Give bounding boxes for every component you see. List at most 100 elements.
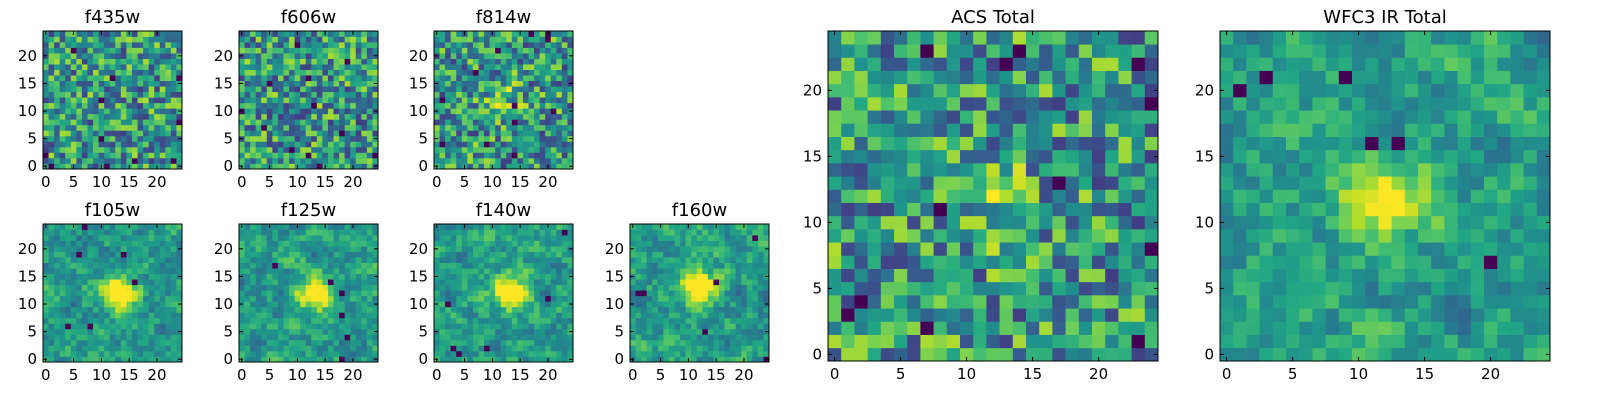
heatmap-cell [131,80,138,87]
heatmap-cell [366,257,373,263]
heatmap-cell [534,108,540,115]
x-tick-label: 20 [734,366,753,384]
heatmap-cell [946,202,961,217]
heatmap-cell [702,339,709,346]
heatmap-cell [1092,255,1106,269]
heatmap-cell [93,290,99,297]
heatmap-cell [311,240,318,247]
heatmap-cell [361,334,368,341]
heatmap-cell [517,262,524,269]
heatmap-cell [691,257,698,263]
heatmap-cell [495,47,502,54]
heatmap-cell [159,306,166,313]
heatmap-cell [143,295,149,302]
heatmap-cell [143,279,149,286]
heatmap-cell [1065,308,1080,322]
heatmap-cell [561,108,568,115]
heatmap-cell [567,31,574,37]
heatmap-cell [244,306,251,313]
heatmap-cell [76,306,83,313]
x-tick-label: 10 [483,366,502,384]
heatmap-cell [445,42,452,48]
heatmap-cell [467,152,474,159]
heatmap-cell [104,119,111,126]
heatmap-cell [439,58,446,65]
heatmap-cell [143,135,149,142]
heatmap-cell [450,328,457,335]
heatmap-cell [250,69,257,76]
heatmap-cell [691,279,698,286]
heatmap-cell [277,251,284,258]
heatmap-cell [148,36,155,43]
heatmap-cell [137,36,144,43]
heatmap-cell [545,91,552,98]
heatmap-cell [522,130,529,137]
heatmap-cell [126,339,133,346]
heatmap-cell [244,80,251,87]
heatmap-cell [109,312,116,319]
heatmap-cell [867,308,882,322]
heatmap-cell [81,345,88,352]
heatmap-cell [70,328,77,335]
heatmap-cell [316,306,323,313]
heatmap-cell [674,229,681,236]
heatmap-cell [81,141,88,148]
heatmap-cell [1026,308,1040,322]
heatmap-cell [322,246,329,252]
heatmap-cell [741,345,748,352]
heatmap-cell [87,69,94,76]
heatmap-cell [154,86,161,93]
heatmap-cell [652,317,659,324]
heatmap-cell [277,80,284,87]
heatmap-cell [70,306,77,313]
heatmap-cell [907,268,921,283]
heatmap-cell [467,356,474,363]
heatmap-cell [244,317,251,324]
heatmap-cell [986,295,1000,309]
heatmap-cell [484,42,490,48]
heatmap-cell [316,279,323,286]
heatmap-cell [266,345,273,352]
heatmap-cell [311,157,318,164]
heatmap-cell [461,119,468,126]
heatmap-cell [165,152,172,159]
heatmap-cell [65,290,72,297]
heatmap-cell [434,113,440,120]
heatmap-cell [283,135,290,142]
heatmap-cell [316,80,323,87]
heatmap-cell [461,312,468,319]
heatmap-cell [680,356,686,363]
heatmap-cell [445,75,452,82]
heatmap-cell [707,279,714,286]
heatmap-cell [43,334,49,341]
heatmap-cell [244,113,251,120]
heatmap-cell [316,97,323,104]
heatmap-cell [355,42,362,48]
heatmap-cell [300,334,307,341]
heatmap-cell [54,135,61,142]
heatmap-cell [165,229,172,236]
heatmap-cell [311,146,318,153]
heatmap-cell [495,262,502,269]
heatmap-cell [316,58,323,65]
heatmap-cell [1092,163,1106,177]
heatmap-cell [154,323,161,330]
heatmap-cell [126,42,133,48]
heatmap-cell [500,295,507,302]
heatmap-cell [445,328,452,335]
heatmap-cell [439,229,446,236]
heatmap-cell [361,356,368,363]
heatmap-cell [757,323,764,330]
heatmap-cell [87,135,94,142]
heatmap-cell [109,262,116,269]
heatmap-cell [646,235,653,241]
heatmap-cell [730,229,736,236]
heatmap-cell [81,339,88,346]
heatmap-cell [104,334,111,341]
heatmap-cell [148,91,155,98]
heatmap-cell [339,146,345,153]
heatmap-cell [81,323,88,330]
heatmap-cell [550,284,557,291]
heatmap-cell [115,350,122,357]
heatmap-cell [115,356,122,363]
